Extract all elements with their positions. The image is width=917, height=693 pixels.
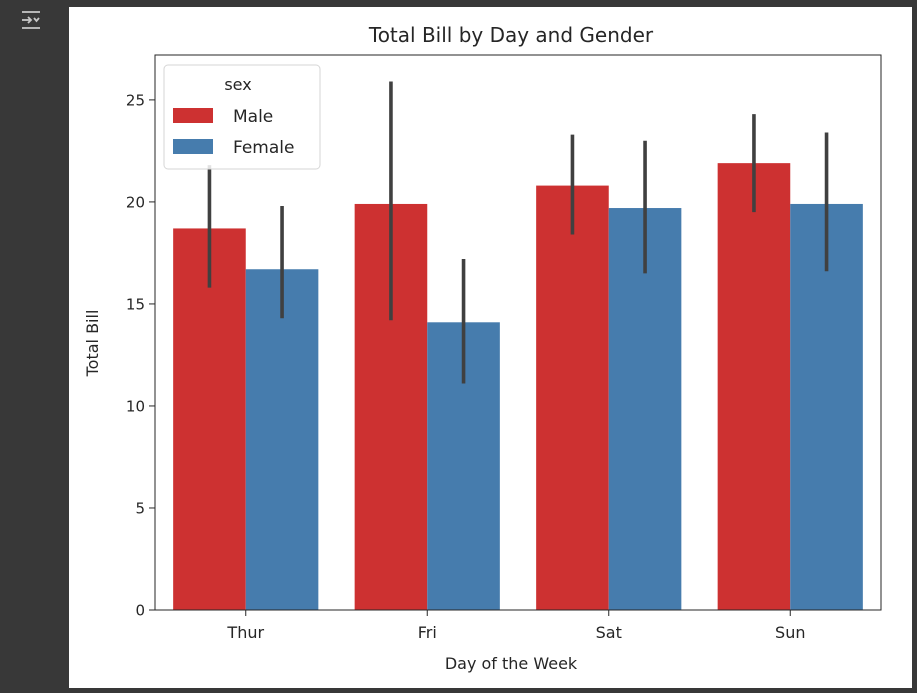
plot-frame — [154, 54, 882, 611]
bar-male-sun — [717, 163, 791, 611]
y-tick-label: 15 — [126, 295, 145, 313]
x-axis-label: Day of the Week — [445, 654, 578, 673]
output-toggle-button[interactable] — [14, 6, 48, 34]
bars-layer — [173, 163, 863, 611]
legend-label-male: Male — [233, 107, 273, 127]
bar-chart: Total Bill by Day and Gender Day of the … — [83, 23, 882, 673]
y-tick-label: 5 — [135, 499, 145, 517]
legend-swatch-male — [173, 108, 213, 123]
bar-female-thur — [245, 269, 319, 610]
y-tick-label: 10 — [126, 397, 145, 415]
x-axis: Thur Fri Sat Sun — [226, 610, 805, 642]
bar-female-sat — [608, 208, 682, 610]
y-axis-label: Total Bill — [83, 310, 102, 378]
legend-label-female: Female — [233, 138, 294, 158]
y-tick-label: 20 — [126, 193, 145, 211]
error-bars-layer — [207, 81, 829, 384]
y-tick-label: 25 — [126, 91, 145, 109]
chart-title: Total Bill by Day and Gender — [368, 23, 654, 47]
y-axis: 0 5 10 15 20 25 — [126, 91, 155, 620]
bar-male-sat — [536, 185, 609, 610]
cell-gutter — [0, 0, 68, 693]
output-collapse-icon — [22, 11, 40, 29]
legend-swatch-female — [173, 139, 213, 154]
x-tick-label: Fri — [418, 623, 437, 642]
bar-female-sun — [790, 203, 863, 610]
x-tick-label: Thur — [226, 623, 264, 642]
chart-output: Total Bill by Day and Gender Day of the … — [69, 7, 912, 688]
legend: sex Male Female — [163, 64, 321, 170]
x-tick-label: Sun — [775, 623, 805, 642]
legend-title: sex — [224, 75, 251, 94]
bar-male-thur — [173, 228, 246, 610]
x-tick-label: Sat — [596, 623, 622, 642]
y-tick-label: 0 — [135, 602, 145, 620]
